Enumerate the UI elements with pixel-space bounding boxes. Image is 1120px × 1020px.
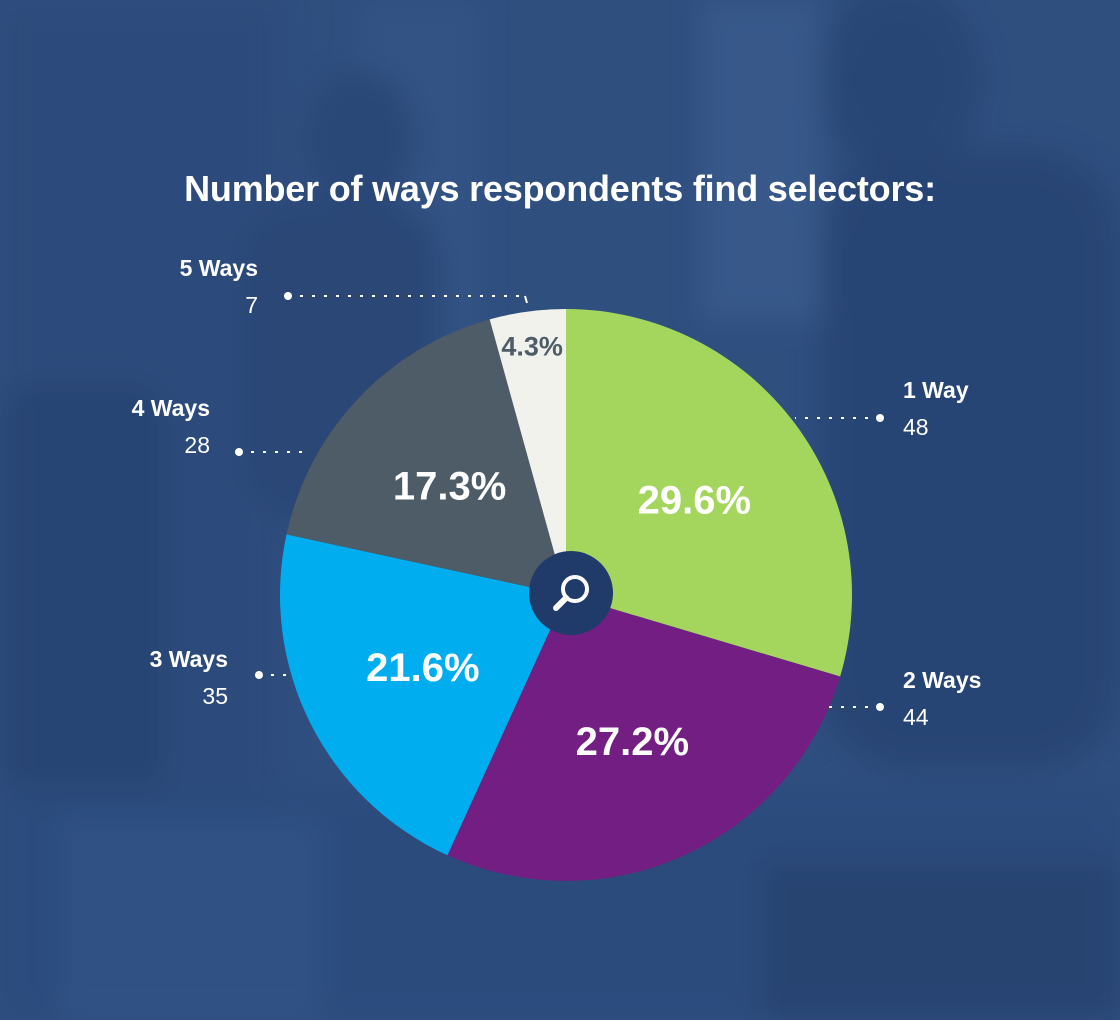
category-name: 4 Ways	[132, 395, 210, 421]
center-badge-circle	[529, 551, 613, 635]
slice-percent-label: 17.3%	[393, 464, 506, 508]
leader-line	[524, 295, 528, 304]
category-count: 28	[184, 432, 210, 458]
leader-dot	[255, 671, 263, 679]
category-count: 48	[903, 414, 929, 440]
pie-slice-4	[286, 319, 566, 595]
category-name: 5 Ways	[180, 255, 258, 281]
center-badge	[529, 551, 613, 635]
pie-slices	[279, 309, 852, 881]
category-name: 1 Way	[903, 377, 969, 403]
pie-slice-1	[566, 309, 852, 677]
pie-slice-3	[279, 534, 566, 856]
pie-slice-5	[489, 309, 566, 595]
slice-labels: 29.6% 27.2% 21.6% 17.3% 4.3%	[366, 331, 751, 764]
leader-dot	[876, 414, 884, 422]
search-icon	[553, 575, 589, 611]
leader-dot	[235, 448, 243, 456]
chart-title: Number of ways respondents find selector…	[184, 168, 936, 209]
leader-lines	[235, 292, 884, 711]
slice-percent-label: 21.6%	[366, 646, 479, 690]
category-count: 7	[245, 292, 258, 318]
category-name: 2 Ways	[903, 667, 981, 693]
leader-dot	[284, 292, 292, 300]
category-count: 35	[202, 683, 228, 709]
category-count: 44	[903, 704, 929, 730]
slice-percent-label: 29.6%	[638, 479, 751, 523]
category-labels: 1 Way 48 2 Ways 44 3 Ways 35 4 Ways 28 5 Ways 7	[132, 255, 982, 730]
slice-percent-label: 27.2%	[576, 720, 689, 764]
leader-dot	[876, 703, 884, 711]
category-name: 3 Ways	[150, 646, 228, 672]
pie-slice-2	[447, 595, 841, 881]
slice-percent-label: 4.3%	[501, 331, 563, 361]
